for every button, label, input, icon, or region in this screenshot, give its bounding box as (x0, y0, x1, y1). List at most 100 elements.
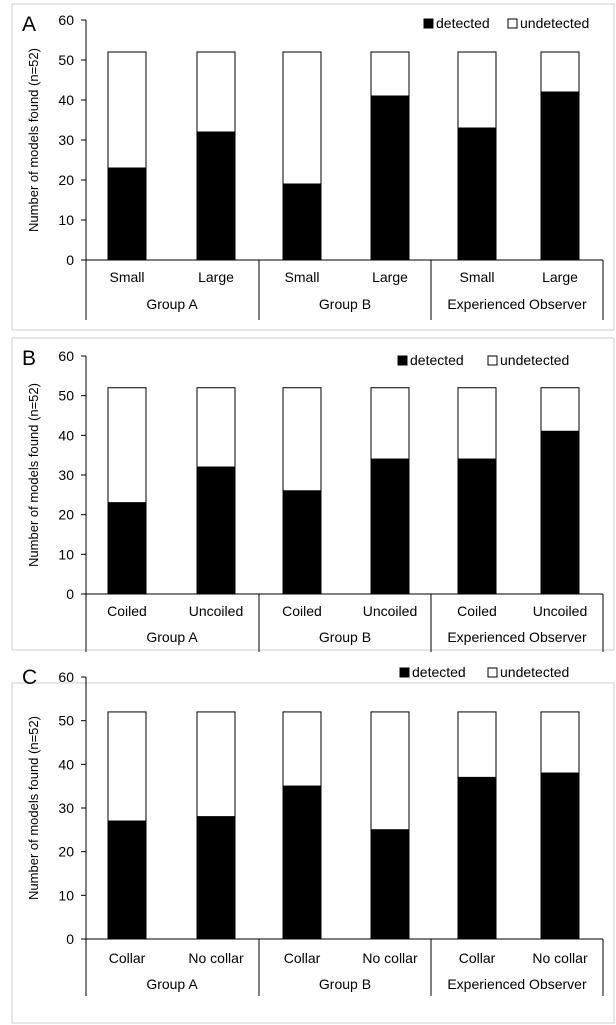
bar-detected (196, 816, 236, 940)
category-label: Coiled (457, 603, 497, 619)
bar-detected (457, 776, 497, 940)
legend-label-detected: detected (436, 15, 490, 31)
y-tick-label: 0 (66, 931, 74, 947)
bar-detected (370, 829, 410, 940)
panel-frame (11, 3, 615, 331)
category-label: No collar (188, 950, 244, 966)
bar-detected (282, 490, 322, 595)
panel-frame (11, 682, 615, 1024)
legend-label-detected: detected (410, 352, 464, 368)
category-label: Large (198, 269, 234, 285)
category-label: Coiled (282, 603, 322, 619)
y-tick-label: 40 (58, 756, 74, 772)
bar-undetected (370, 387, 410, 460)
legend-label-undetected: undetected (500, 352, 569, 368)
y-tick-label: 40 (58, 92, 74, 108)
category-label: Small (109, 269, 144, 285)
y-tick-label: 50 (58, 713, 74, 729)
category-label: Small (459, 269, 494, 285)
y-tick-label: 60 (58, 348, 74, 364)
y-tick-label: 60 (58, 12, 74, 28)
y-tick-label: 10 (58, 887, 74, 903)
chart-c-svg: C Number of models found (n=52) 0 10 20 30 40 5… (11, 664, 615, 1024)
y-tick-label: 20 (58, 844, 74, 860)
y-axis-label: Number of models found (n=52) (26, 716, 41, 900)
legend-swatch-undetected (487, 667, 498, 678)
bar-detected (370, 95, 410, 261)
bar-undetected (107, 387, 147, 504)
bar-detected (196, 466, 236, 595)
legend-swatch-detected (423, 18, 434, 29)
y-tick-label: 0 (66, 252, 74, 268)
panel-frame (11, 337, 615, 651)
bar-undetected (196, 711, 236, 818)
panel-label: B (22, 347, 36, 370)
legend-label-undetected: undetected (500, 664, 569, 680)
bar-undetected (540, 51, 580, 93)
bar-detected (540, 91, 580, 261)
legend-swatch-detected (397, 355, 408, 366)
y-axis-label: Number of models found (n=52) (26, 383, 41, 567)
legend-label-undetected: undetected (520, 15, 589, 31)
bar-undetected (457, 387, 497, 460)
group-label: Group A (146, 296, 198, 312)
y-tick-label: 10 (58, 212, 74, 228)
category-label: Uncoiled (189, 603, 243, 619)
y-tick-label: 30 (58, 467, 74, 483)
bar-detected (540, 430, 580, 595)
bar-undetected (457, 51, 497, 129)
y-tick-label: 0 (66, 586, 74, 602)
category-label: No collar (362, 950, 418, 966)
bar-undetected (196, 51, 236, 133)
y-tick-label: 40 (58, 427, 74, 443)
panel-label: C (22, 666, 37, 689)
bar-undetected (540, 387, 580, 432)
chart-a-svg: A Number of models found (n=52) 0 10 20 30 40 5… (11, 3, 615, 331)
category-label: Uncoiled (363, 603, 417, 619)
group-label: Group B (319, 296, 371, 312)
y-tick-label: 50 (58, 388, 74, 404)
chart-b-svg: B Number of models found (n=52) 0 10 20 30 40 5… (11, 337, 615, 652)
bar-detected (540, 772, 580, 940)
bar-undetected (196, 387, 236, 468)
bar-undetected (370, 51, 410, 97)
group-label: Group A (146, 629, 198, 645)
bar-detected (457, 127, 497, 261)
category-label: Collar (459, 950, 496, 966)
y-tick-label: 50 (58, 52, 74, 68)
y-tick-label: 60 (58, 669, 74, 685)
category-label: No collar (532, 950, 588, 966)
category-label: Small (284, 269, 319, 285)
legend-swatch-undetected (507, 18, 518, 29)
group-label: Group B (319, 629, 371, 645)
bar-undetected (540, 711, 580, 774)
bar-detected (107, 502, 147, 595)
bar-undetected (282, 711, 322, 787)
y-tick-label: 20 (58, 172, 74, 188)
bar-detected (282, 785, 322, 940)
group-label: Group B (319, 976, 371, 992)
category-label: Uncoiled (533, 603, 587, 619)
bar-undetected (457, 711, 497, 778)
bar-detected (370, 458, 410, 595)
bar-undetected (282, 51, 322, 185)
bar-undetected (370, 711, 410, 831)
group-label: Group A (146, 976, 198, 992)
group-label: Experienced Observer (447, 296, 587, 312)
chart-panel-c: C Number of models found (n=52) 0 10 20 30 40 5… (0, 660, 616, 1025)
y-tick-label: 30 (58, 800, 74, 816)
bar-detected (457, 458, 497, 595)
legend-swatch-detected (399, 667, 410, 678)
y-tick-label: 10 (58, 546, 74, 562)
y-tick-label: 30 (58, 132, 74, 148)
category-label: Collar (284, 950, 321, 966)
y-axis-label: Number of models found (n=52) (26, 48, 41, 232)
bar-detected (196, 131, 236, 261)
category-label: Large (372, 269, 408, 285)
bar-detected (282, 183, 322, 261)
chart-panel-b: B Number of models found (n=52) 0 10 20 30 40 5… (0, 336, 616, 652)
category-label: Large (542, 269, 578, 285)
group-label: Experienced Observer (447, 976, 587, 992)
panel-label: A (22, 13, 36, 36)
category-label: Collar (109, 950, 146, 966)
